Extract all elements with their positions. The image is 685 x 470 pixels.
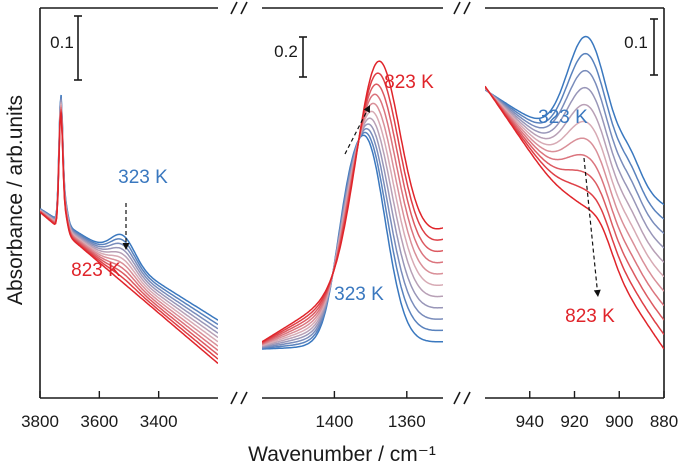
spectrum-line [485,87,664,278]
panel-mid: 1400 1360 0.2 323 K 823 K [262,7,443,431]
x-tick-label: 1360 [388,412,426,431]
axis-break-mark [230,1,248,15]
temperature-trend-arrow [583,157,601,298]
label-323k: 323 K [334,284,384,305]
spectrum-line [485,86,664,321]
spectrum-line [485,86,664,336]
spectrum-line [262,93,443,345]
x-tick-label: 3600 [80,412,118,431]
spectrum-line [485,85,664,350]
panel-oh: 3800 3600 3400 0.1 323 K 823 K [21,7,218,431]
scale-bar: 0.2 [274,36,307,78]
x-tick-label: 880 [650,412,678,431]
x-tick-label: 920 [560,412,588,431]
spectrum-line [485,87,664,263]
spectra [262,60,443,350]
spectrum-line [262,117,443,347]
spectra [40,94,218,364]
x-tick-label: 3400 [140,412,178,431]
x-tick-label: 940 [516,412,544,431]
scale-bar: 0.1 [624,18,658,76]
scale-bar-label: 0.1 [624,33,648,52]
x-axis-label: Wavenumber / cm⁻¹ [248,443,436,465]
axis-break-mark [453,391,471,405]
label-823k: 823 K [565,306,615,327]
spectra [485,35,664,350]
panel-low: 940 920 900 880 0.1 323 K 823 K [485,7,678,431]
spectrum-line [485,87,664,292]
label-323k: 323 K [538,107,588,128]
x-tick-label: 1400 [315,412,353,431]
label-323k: 323 K [118,167,168,188]
panels: 3800 3600 3400 0.1 323 K 823 K 1400 1360 0.2 323 … [21,1,678,431]
label-823k: 823 K [71,260,121,281]
spectrum-line [40,112,218,364]
y-axis-label: Absorbance / arb.units [4,95,27,305]
label-823k: 823 K [384,72,434,93]
x-tick-label: 900 [605,412,633,431]
temperature-trend-arrow [122,203,130,250]
spectrum-line [40,105,218,347]
spectrum-line [485,86,664,249]
temperature-trend-arrow [344,104,371,155]
spectrum-line [485,69,664,235]
panel-frame [262,7,443,399]
spectrum-line [485,52,664,220]
x-tick-label: 3800 [21,412,59,431]
spectrum-line [485,86,664,307]
y-axis-label-group: Absorbance / arb.units [4,95,27,305]
scale-bar: 0.1 [50,15,82,81]
spectrum-line [485,35,664,206]
axis-break-mark [453,1,471,15]
panel-frame [39,7,218,399]
axis-break-mark [230,391,248,405]
spectrum-line [262,60,443,343]
scale-bar-label: 0.2 [274,42,298,61]
scale-bar-label: 0.1 [50,33,74,52]
